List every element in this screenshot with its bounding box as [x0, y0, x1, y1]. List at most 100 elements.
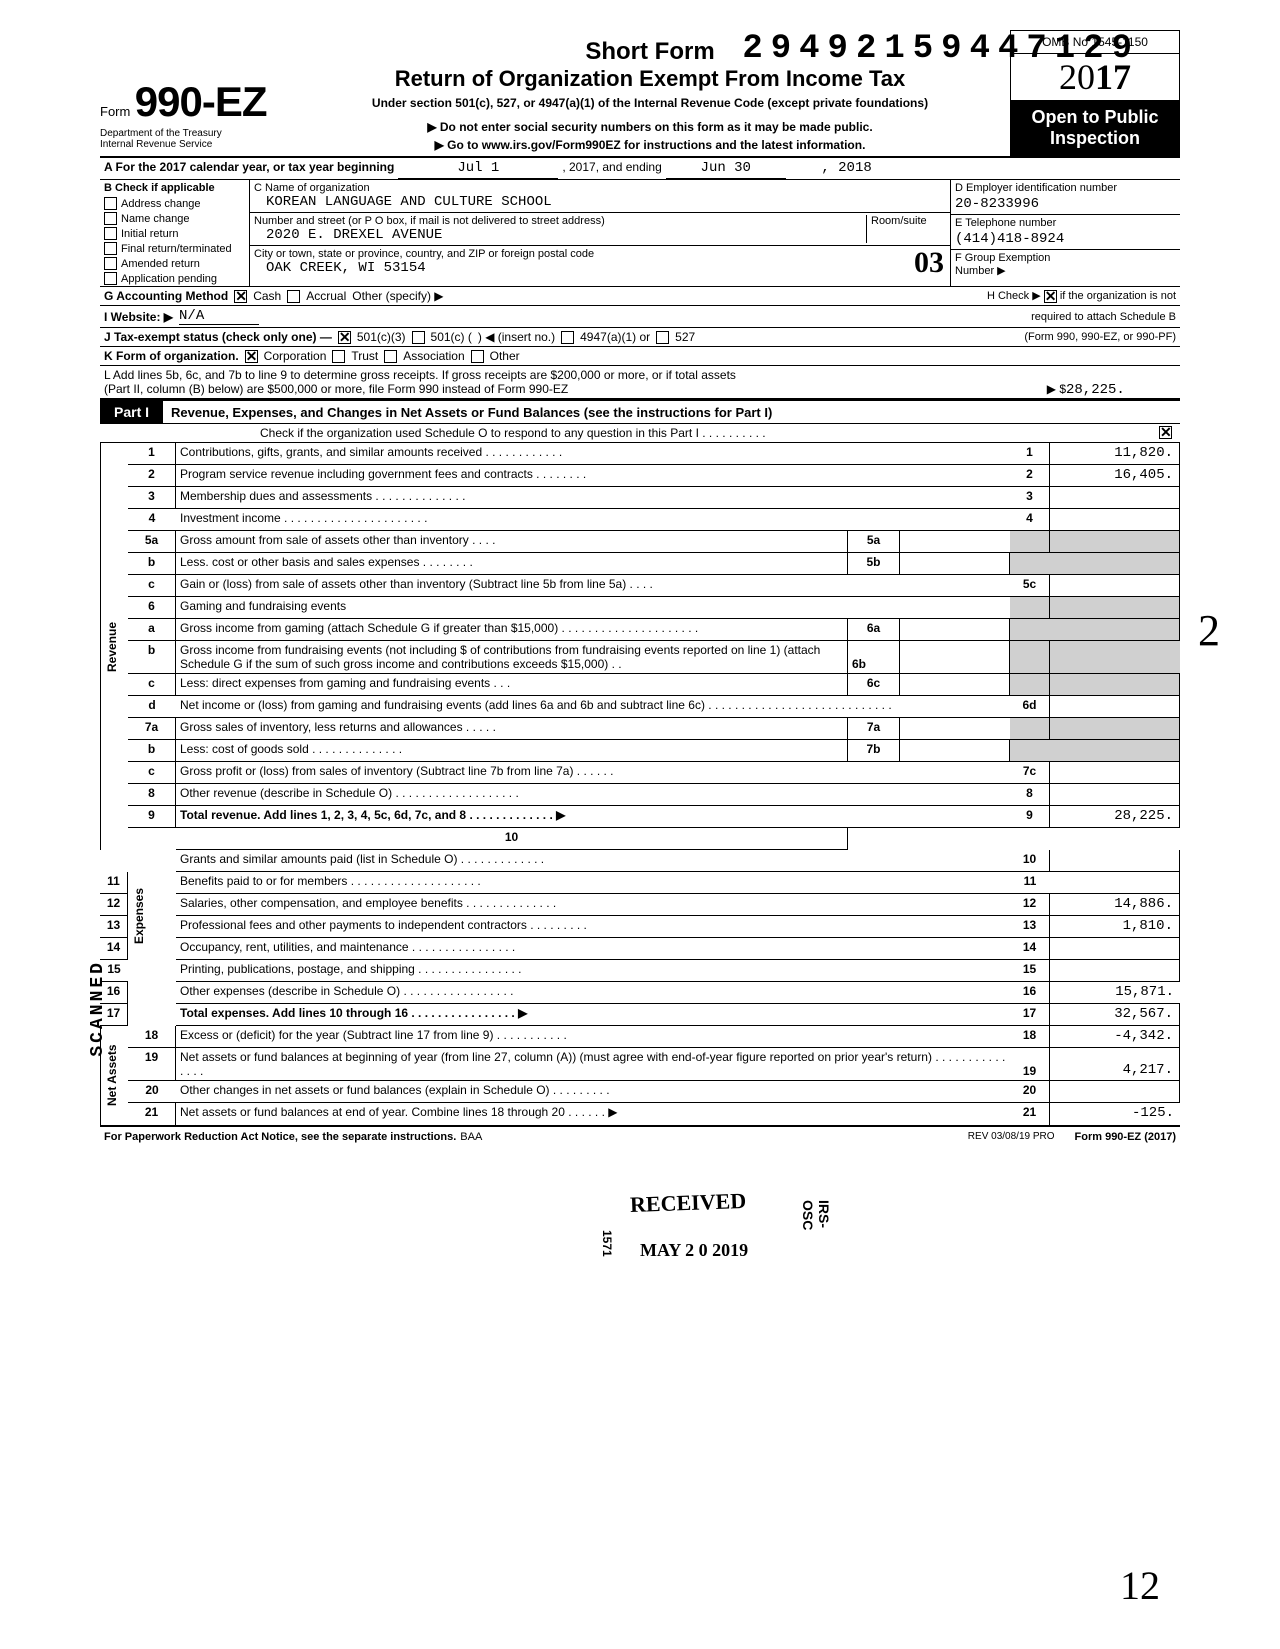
line-6b-inner-amt[interactable] [900, 641, 1010, 674]
line-rn: 13 [1010, 916, 1050, 938]
checkbox-icon[interactable] [104, 227, 117, 240]
ein-value[interactable]: 20-8233996 [955, 196, 1176, 212]
checkbox-icon[interactable] [104, 257, 117, 270]
gross-receipts[interactable]: 28,225. [1066, 382, 1176, 399]
line-12-amount[interactable]: 14,886. [1050, 894, 1180, 916]
line-10-amount[interactable] [1050, 850, 1180, 872]
line-4-amount[interactable] [1050, 509, 1180, 531]
line-num: 21 [128, 1103, 176, 1125]
chk-4947[interactable] [561, 331, 574, 344]
line-rn: 19 [1010, 1048, 1050, 1081]
chk-527[interactable] [656, 331, 669, 344]
chk-association[interactable] [384, 350, 397, 363]
line-rn: 14 [1010, 938, 1050, 960]
chk-final-return[interactable]: Final return/terminated [100, 241, 249, 256]
website-value[interactable]: N/A [179, 308, 259, 325]
chk-501c[interactable] [412, 331, 425, 344]
chk-schedule-b[interactable] [1044, 290, 1057, 303]
tax-year-end-month[interactable]: Jun 30 [666, 158, 786, 179]
chk-cash[interactable] [234, 290, 247, 303]
received-stamp: RECEIVED [630, 1188, 747, 1218]
line-7b-inner-amt[interactable] [900, 740, 1010, 762]
line-14-amount[interactable] [1050, 938, 1180, 960]
phone-value[interactable]: (414)418-8924 [955, 231, 1176, 247]
line-7c-amount[interactable] [1050, 762, 1180, 784]
line-6d-amount[interactable] [1050, 696, 1180, 718]
line-15-amount[interactable] [1050, 960, 1180, 982]
opt-other: Other (specify) ▶ [352, 289, 443, 303]
year-prefix: 20 [1059, 57, 1095, 97]
chk-initial-return[interactable]: Initial return [100, 226, 249, 241]
chk-trust[interactable] [332, 350, 345, 363]
line-5a-inner-amt[interactable] [900, 531, 1010, 553]
line-12-desc: Salaries, other compensation, and employ… [176, 894, 1010, 916]
line-8-amount[interactable] [1050, 784, 1180, 806]
chk-application-pending[interactable]: Application pending [100, 271, 249, 286]
shade-cell [1010, 531, 1050, 553]
line-5b-inner-amt[interactable] [900, 553, 1010, 575]
chk-schedule-o[interactable] [1159, 426, 1172, 439]
line-rn: 16 [1010, 982, 1050, 1004]
tax-year-end-year[interactable]: , 2018 [786, 158, 876, 179]
line-num: c [128, 762, 176, 784]
row-h-text1: H Check ▶ [987, 290, 1041, 302]
chk-label: Address change [121, 198, 201, 210]
line-20-amount[interactable] [1050, 1081, 1180, 1103]
line-19-amount[interactable]: 4,217. [1050, 1048, 1180, 1081]
opt-4947: 4947(a)(1) or [580, 330, 650, 344]
form-id-box: Form 990-EZ Department of the Treasury I… [100, 78, 290, 156]
year-bold: 17 [1095, 57, 1131, 97]
line-9-amount[interactable]: 28,225. [1050, 806, 1180, 828]
col-c: C Name of organization KOREAN LANGUAGE A… [250, 180, 950, 286]
line-13-amount[interactable]: 1,810. [1050, 916, 1180, 938]
row-g: G Accounting Method Cash Accrual Other (… [100, 287, 1180, 306]
chk-accrual[interactable] [287, 290, 300, 303]
line-num: 13 [100, 916, 128, 938]
footer-baa: BAA [460, 1131, 482, 1143]
shade-cell [1050, 597, 1180, 619]
city-label: City or town, state or province, country… [254, 248, 946, 260]
line-5c-amount[interactable] [1050, 575, 1180, 597]
checkbox-icon[interactable] [104, 272, 117, 285]
line-6-desc: Gaming and fundraising events [176, 597, 1010, 619]
line-11-amount[interactable] [1050, 872, 1180, 894]
chk-corporation[interactable] [245, 350, 258, 363]
checkbox-icon[interactable] [104, 197, 117, 210]
chk-other-org[interactable] [471, 350, 484, 363]
col-b-header: B Check if applicable [100, 180, 249, 196]
line-21-amount[interactable]: -125. [1050, 1103, 1180, 1125]
tax-year-begin[interactable]: Jul 1 [398, 158, 558, 179]
line-21-desc: Net assets or fund balances at end of ye… [176, 1103, 1010, 1125]
checkbox-icon[interactable] [104, 242, 117, 255]
line-17-amount[interactable]: 32,567. [1050, 1004, 1180, 1026]
col-b: B Check if applicable Address change Nam… [100, 180, 250, 286]
chk-amended-return[interactable]: Amended return [100, 256, 249, 271]
room-label: Room/suite [871, 215, 927, 227]
line-3-amount[interactable] [1050, 487, 1180, 509]
opt-cash: Cash [253, 289, 281, 303]
checkbox-icon[interactable] [104, 212, 117, 225]
line-7a-desc: Gross sales of inventory, less returns a… [176, 718, 848, 740]
city-state-zip[interactable]: OAK CREEK, WI 53154 [266, 260, 946, 276]
line-2-desc: Program service revenue including govern… [176, 465, 1010, 487]
line-18-amount[interactable]: -4,342. [1050, 1026, 1180, 1048]
line-2-amount[interactable]: 16,405. [1050, 465, 1180, 487]
street-address[interactable]: 2020 E. DREXEL AVENUE [266, 227, 866, 243]
shade-cell [1010, 553, 1050, 575]
row-h: H Check ▶ if the organization is not [987, 289, 1176, 303]
line-7a-inner-amt[interactable] [900, 718, 1010, 740]
chk-501c3[interactable] [338, 331, 351, 344]
handwritten-03: 03 [914, 246, 944, 280]
org-name[interactable]: KOREAN LANGUAGE AND CULTURE SCHOOL [266, 194, 946, 210]
open-public-badge: Open to Public Inspection [1010, 100, 1180, 156]
line-6a-inner-amt[interactable] [900, 619, 1010, 641]
irs-osc-stamp: IRS-OSC [800, 1200, 832, 1230]
chk-address-change[interactable]: Address change [100, 196, 249, 211]
chk-name-change[interactable]: Name change [100, 211, 249, 226]
line-6c-inner-amt[interactable] [900, 674, 1010, 696]
line-1-amount[interactable]: 11,820. [1050, 443, 1180, 465]
org-name-label: C Name of organization [254, 182, 946, 194]
side-revenue: Revenue [100, 443, 128, 850]
line-16-amount[interactable]: 15,871. [1050, 982, 1180, 1004]
inner-num: 7a [848, 718, 900, 740]
